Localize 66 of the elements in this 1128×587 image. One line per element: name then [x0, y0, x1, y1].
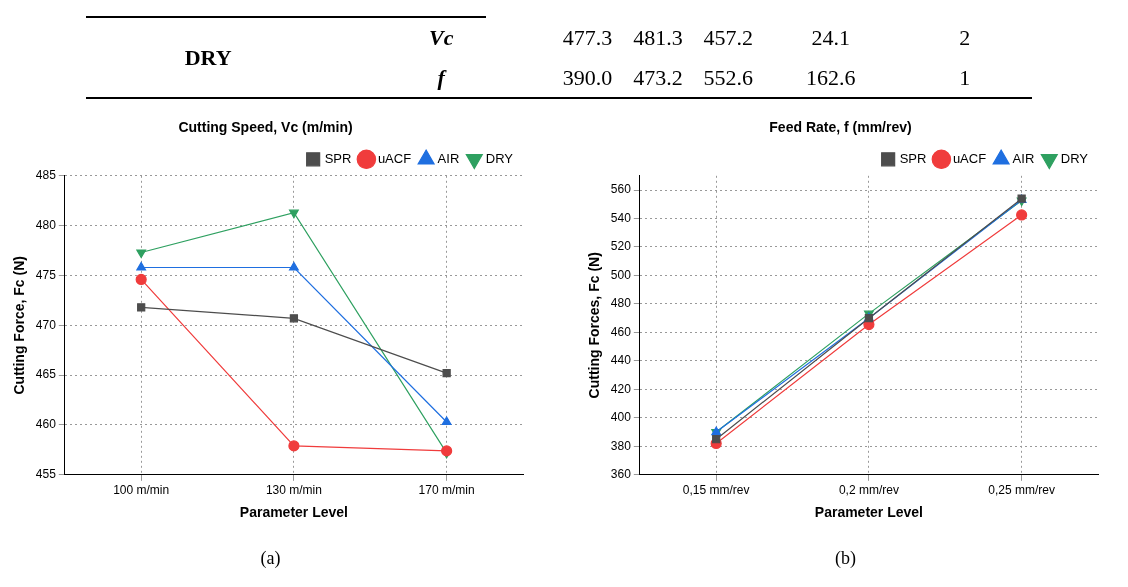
text: 24.1 [810, 24, 851, 52]
legend-label: SPR [899, 150, 927, 166]
point [135, 273, 147, 286]
text: DRY [183, 43, 233, 72]
legend-label: uACF [377, 150, 412, 166]
y-tick-label: 485 [35, 168, 57, 183]
text: 481.3 [632, 24, 684, 52]
y-tick-label: 420 [610, 381, 632, 396]
x-axis-title: Parameter Level [239, 504, 348, 521]
y-tick-label: 480 [35, 217, 57, 232]
text: 477.3 [561, 24, 614, 52]
point [289, 314, 299, 323]
text: 2 [958, 24, 972, 52]
y-tick-label: 400 [610, 410, 632, 425]
chart-title: Cutting Speed, Vc (m/min) [178, 119, 353, 136]
x-tick-label: 0,2 mm/rev [838, 483, 899, 498]
y-tick-label: 480 [610, 296, 632, 311]
text: 390.0 [561, 63, 614, 92]
y-tick-label: 475 [35, 267, 57, 282]
x-tick-label: 130 m/min [265, 483, 322, 498]
text: 552.6 [702, 63, 755, 92]
text: 1 [958, 63, 972, 92]
legend-label: DRY [485, 150, 514, 166]
y-tick-label: 500 [610, 267, 632, 282]
point [136, 261, 147, 271]
text: 457.2 [702, 24, 755, 52]
text: (b) [834, 548, 857, 569]
y-tick-label: 520 [610, 239, 632, 254]
chart-title: Feed Rate, f (mm/rev) [769, 119, 912, 136]
legend-label: uACF [952, 150, 987, 166]
legend-label: DRY [1060, 150, 1089, 166]
y-tick-label: 455 [35, 467, 57, 482]
point [712, 435, 721, 444]
x-tick-label: 100 m/min [113, 483, 170, 498]
y-tick-label: 360 [610, 467, 632, 482]
y-tick-label: 465 [35, 367, 57, 382]
y-tick-label: 460 [35, 417, 57, 432]
y-tick-label: 380 [610, 438, 632, 453]
point [1016, 209, 1028, 221]
y-tick-label: 440 [610, 353, 632, 368]
text: f [436, 63, 448, 92]
point [288, 209, 299, 219]
x-axis-title: Parameter Level [814, 504, 923, 521]
text: Vc [428, 24, 455, 52]
y-axis-title: Cutting Force, Fc (N) [11, 256, 28, 395]
legend-label: AIR [1012, 150, 1035, 166]
x-tick-label: 170 m/min [418, 483, 475, 498]
y-tick-label: 460 [610, 324, 632, 339]
x-tick-label: 0,25 mm/rev [988, 483, 1055, 498]
point [441, 445, 453, 457]
point [288, 440, 300, 452]
point [442, 369, 451, 378]
point [136, 249, 147, 259]
point [288, 261, 299, 271]
legend-label: AIR [437, 150, 460, 166]
point [137, 303, 146, 312]
text: 162.6 [804, 63, 857, 92]
y-tick-label: 560 [610, 182, 632, 197]
point [441, 416, 452, 426]
y-tick-label: 540 [610, 210, 632, 225]
text: 473.2 [632, 63, 684, 92]
x-tick-label: 0,15 mm/rev [682, 483, 750, 498]
text: (a) [259, 548, 282, 569]
legend-label: SPR [324, 150, 352, 166]
y-tick-label: 470 [35, 317, 57, 332]
y-axis-title: Cutting Forces, Fc (N) [586, 252, 603, 399]
